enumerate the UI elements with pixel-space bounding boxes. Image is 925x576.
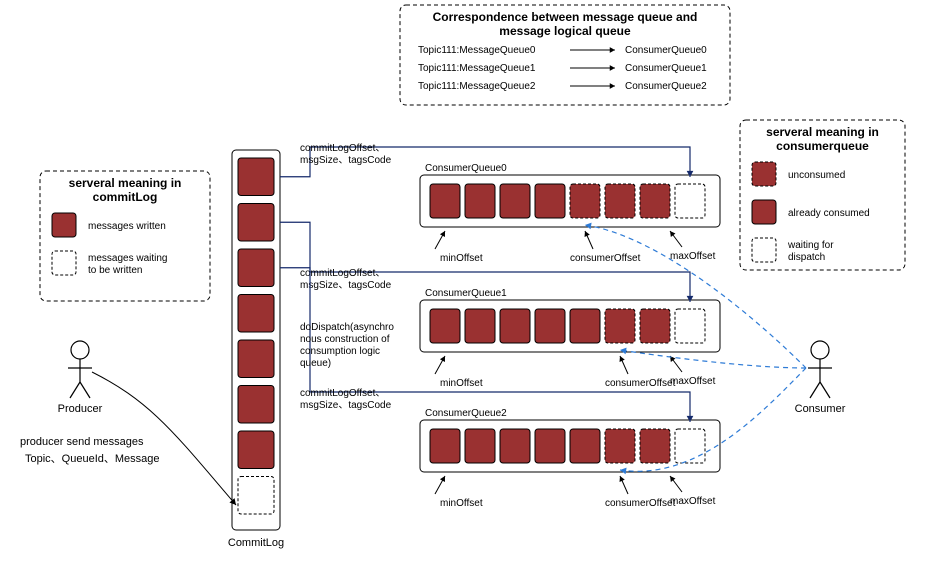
queue-slot: [570, 184, 600, 218]
legend-label: messages written: [88, 221, 166, 232]
svg-text:consumerqueue: consumerqueue: [776, 139, 869, 153]
queue-slot: [675, 429, 705, 463]
svg-text:messages waiting: messages waiting: [88, 253, 167, 264]
dispatch-label: doDispatch(asynchro: [300, 322, 394, 333]
dispatch-label: consumption logic: [300, 346, 380, 357]
corr-right: ConsumerQueue1: [625, 63, 707, 74]
corr-right: ConsumerQueue2: [625, 81, 707, 92]
edge-label: commitLogOffset、: [300, 268, 385, 279]
max-offset: maxOffset: [670, 496, 716, 507]
commitlog-slot: [238, 158, 274, 196]
queue-slot: [535, 309, 565, 343]
edge-label: commitLogOffset、: [300, 388, 385, 399]
svg-text:waiting for: waiting for: [787, 240, 834, 251]
queue-slot: [535, 429, 565, 463]
legend-swatch: [752, 200, 776, 224]
svg-text:commitLog: commitLog: [93, 190, 158, 204]
svg-text:msgSize、tagsCode: msgSize、tagsCode: [300, 280, 392, 291]
min-offset: minOffset: [440, 498, 483, 509]
queue-slot: [430, 309, 460, 343]
queue-slot: [465, 429, 495, 463]
svg-text:msgSize、tagsCode: msgSize、tagsCode: [300, 155, 392, 166]
queue-slot: [605, 429, 635, 463]
legend-label: already consumed: [788, 208, 870, 219]
commitlog-slot: [238, 340, 274, 378]
queue-slot: [640, 184, 670, 218]
min-offset: minOffset: [440, 378, 483, 389]
commitlog-slot: [238, 204, 274, 242]
queue-slot: [605, 309, 635, 343]
queue-slot: [640, 429, 670, 463]
legend-swatch: [752, 162, 776, 186]
svg-text:serveral meaning in: serveral meaning in: [69, 176, 182, 190]
queue-slot: [675, 184, 705, 218]
queue-slot: [430, 184, 460, 218]
legend-swatch: [52, 251, 76, 275]
max-offset: maxOffset: [670, 251, 716, 262]
legend-label: unconsumed: [788, 170, 845, 181]
commitlog-slot: [238, 386, 274, 424]
edge-label: commitLogOffset、: [300, 143, 385, 154]
svg-text:msgSize、tagsCode: msgSize、tagsCode: [300, 400, 392, 411]
consumer-offset: consumerOffset: [605, 498, 676, 509]
queue-slot: [535, 184, 565, 218]
queue-slot: [570, 309, 600, 343]
corr-left: Topic111:MessageQueue2: [418, 81, 536, 92]
producer-msg: producer send messages: [20, 436, 144, 448]
queue-slot: [675, 309, 705, 343]
queue-slot: [640, 309, 670, 343]
svg-text:Topic、QueueId、Message: Topic、QueueId、Message: [25, 453, 160, 465]
commitlog-slot: [238, 431, 274, 469]
corr-left: Topic111:MessageQueue1: [418, 63, 536, 74]
svg-text:serveral meaning in: serveral meaning in: [766, 125, 879, 139]
queue-slot: [500, 429, 530, 463]
queue-slot: [465, 184, 495, 218]
legend-swatch: [752, 238, 776, 262]
svg-text:to be written: to be written: [88, 265, 142, 276]
actor-label: Consumer: [795, 403, 846, 415]
commitlog-slot: [238, 477, 274, 515]
queue-slot: [605, 184, 635, 218]
queue-title: ConsumerQueue1: [425, 288, 507, 299]
legend-swatch: [52, 213, 76, 237]
commitlog-slot: [238, 249, 274, 287]
queue-slot: [430, 429, 460, 463]
corr-left: Topic111:MessageQueue0: [418, 45, 536, 56]
svg-text:dispatch: dispatch: [788, 252, 825, 263]
min-offset: minOffset: [440, 253, 483, 264]
queue-slot: [465, 309, 495, 343]
svg-text:message logical queue: message logical queue: [499, 24, 631, 38]
queue-title: ConsumerQueue0: [425, 163, 507, 174]
queue-title: ConsumerQueue2: [425, 408, 507, 419]
consumer-offset: consumerOffset: [605, 378, 676, 389]
queue-slot: [570, 429, 600, 463]
consumer-offset: consumerOffset: [570, 253, 641, 264]
commitlog-label: CommitLog: [228, 537, 284, 549]
max-offset: maxOffset: [670, 376, 716, 387]
actor-label: Producer: [58, 403, 103, 415]
commitlog-slot: [238, 295, 274, 333]
queue-slot: [500, 184, 530, 218]
corr-right: ConsumerQueue0: [625, 45, 707, 56]
correspondence-title: Correspondence between message queue and: [433, 10, 698, 24]
dispatch-label: queue): [300, 358, 331, 369]
dispatch-label: nous construction of: [300, 334, 390, 345]
queue-slot: [500, 309, 530, 343]
